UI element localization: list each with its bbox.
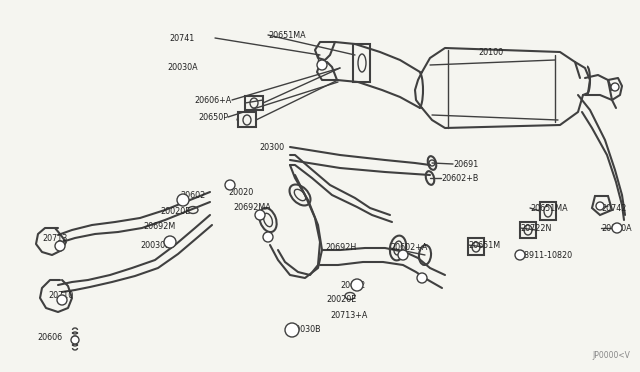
Circle shape [263,232,273,242]
Circle shape [611,83,619,91]
Ellipse shape [188,206,198,214]
Circle shape [285,323,299,337]
Text: 20742: 20742 [601,203,627,212]
Text: 20651MA: 20651MA [530,203,568,212]
Polygon shape [540,202,556,220]
Polygon shape [592,196,612,215]
Circle shape [351,279,363,291]
Text: JP0000<V: JP0000<V [592,351,630,360]
Circle shape [55,241,65,251]
Text: 20030A: 20030A [601,224,632,232]
Text: 20020E: 20020E [326,295,356,305]
Polygon shape [353,44,370,82]
Ellipse shape [345,292,355,299]
Text: 20713+A: 20713+A [330,311,367,320]
Ellipse shape [419,245,431,265]
Text: 20602+A: 20602+A [390,244,428,253]
Text: 20606+A: 20606+A [195,96,232,105]
Polygon shape [245,96,263,110]
Polygon shape [520,222,536,238]
Circle shape [71,336,79,344]
Text: 20651MA: 20651MA [268,31,306,39]
Text: 08911-10820: 08911-10820 [520,250,573,260]
Text: 20100: 20100 [478,48,503,57]
Polygon shape [468,238,484,255]
Text: 20692MA: 20692MA [233,202,271,212]
Ellipse shape [259,208,276,232]
Text: 20020: 20020 [228,187,253,196]
Ellipse shape [390,235,406,260]
Text: 20713: 20713 [42,234,67,243]
Text: 20606: 20606 [37,334,62,343]
Circle shape [398,250,408,260]
Ellipse shape [289,185,310,205]
Text: 20650P: 20650P [198,112,228,122]
Circle shape [417,273,427,283]
Text: 20602+B: 20602+B [441,173,478,183]
Text: 20722N: 20722N [520,224,552,232]
Text: 20692H: 20692H [325,244,356,253]
Text: 20710: 20710 [48,292,73,301]
Text: 20300: 20300 [260,142,285,151]
Circle shape [177,194,189,206]
Text: 20691: 20691 [453,160,478,169]
Text: 20020E: 20020E [160,206,190,215]
Circle shape [57,295,67,305]
Circle shape [612,223,622,233]
Circle shape [596,202,604,210]
Text: 20692M: 20692M [143,221,175,231]
Text: 20030B: 20030B [290,326,321,334]
Circle shape [255,210,265,220]
Circle shape [225,180,235,190]
Circle shape [515,250,525,260]
Text: 20741: 20741 [170,33,195,42]
Text: 20651M: 20651M [468,241,500,250]
Polygon shape [238,112,256,127]
Text: 20030B: 20030B [140,241,171,250]
Circle shape [317,60,327,70]
Circle shape [164,236,176,248]
Text: 20602: 20602 [180,190,205,199]
Text: 20030A: 20030A [168,62,198,71]
Text: 20602: 20602 [340,280,365,289]
